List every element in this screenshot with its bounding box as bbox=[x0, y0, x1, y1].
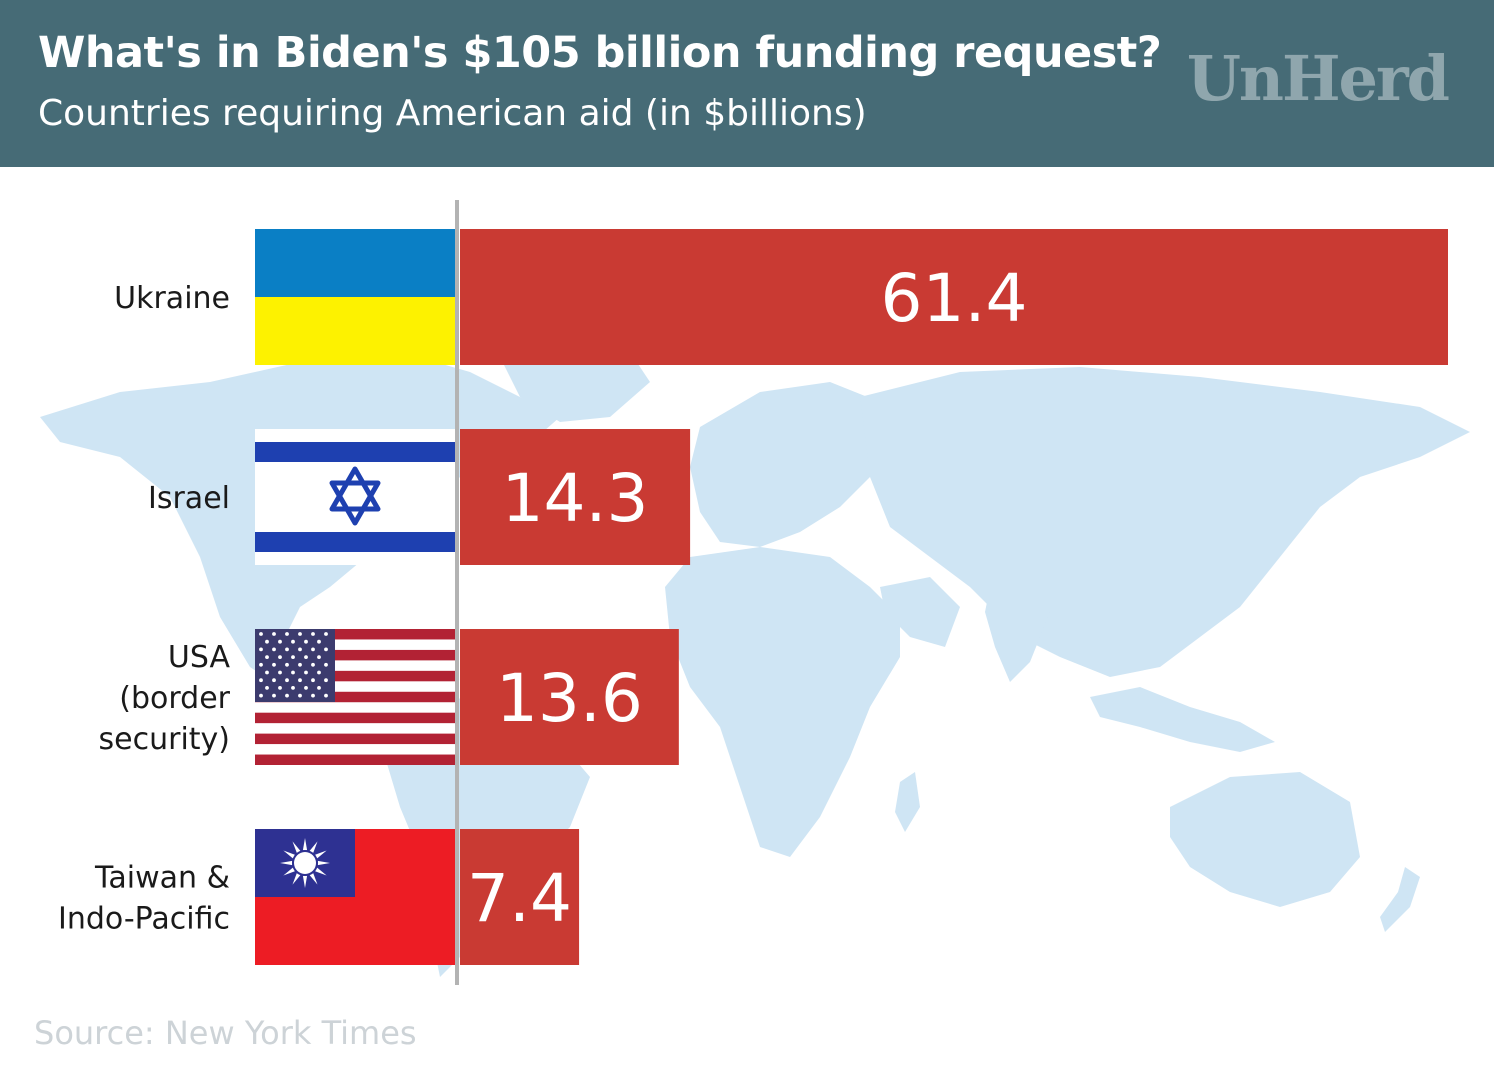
category-label-line: security) bbox=[99, 722, 230, 757]
bar-chart: Ukraine Israel USA (border security) Taiwan &… bbox=[40, 200, 1470, 985]
usa-flag-icon bbox=[255, 629, 455, 765]
bar-israel bbox=[460, 429, 691, 565]
flags-group bbox=[255, 229, 455, 965]
bar-taiwan-indo-pacific bbox=[460, 829, 580, 965]
category-label-line: Taiwan & bbox=[94, 861, 230, 896]
category-label-line: Indo-Pacific bbox=[58, 902, 230, 937]
chart-subtitle: Countries requiring American aid (in $bi… bbox=[38, 93, 867, 134]
category-label-line: Israel bbox=[148, 481, 230, 516]
value-label-usa-border-security: 13.6 bbox=[496, 660, 643, 737]
category-label-line: (border bbox=[119, 681, 230, 716]
value-labels: 61.4 14.3 13.6 7.4 bbox=[467, 260, 1027, 937]
world-map-background bbox=[40, 342, 1470, 977]
value-label-ukraine: 61.4 bbox=[881, 260, 1028, 337]
chart-title: What's in Biden's $105 billion funding r… bbox=[38, 28, 1162, 78]
bars-group bbox=[460, 229, 1448, 965]
taiwan-flag-icon bbox=[255, 829, 455, 965]
source-note: Source: New York Times bbox=[34, 1014, 417, 1052]
category-label-taiwan-indo-pacific: Taiwan & Indo-Pacific bbox=[58, 861, 230, 937]
value-label-israel: 14.3 bbox=[502, 460, 649, 537]
category-labels: Ukraine Israel USA (border security) Taiwan &… bbox=[58, 281, 231, 937]
value-label-taiwan-indo-pacific: 7.4 bbox=[467, 860, 572, 937]
israel-flag-icon bbox=[255, 429, 455, 565]
category-label-line: USA bbox=[168, 640, 231, 675]
ukraine-flag-icon bbox=[255, 229, 455, 365]
bar-usa-border-security bbox=[460, 629, 679, 765]
bar-ukraine bbox=[460, 229, 1448, 365]
category-label-line: Ukraine bbox=[114, 281, 230, 316]
category-label-usa-border-security: USA (border security) bbox=[99, 640, 231, 757]
brand-logo: UnHerd bbox=[1186, 42, 1450, 115]
category-label-israel: Israel bbox=[148, 481, 230, 516]
category-label-ukraine: Ukraine bbox=[114, 281, 230, 316]
header-banner: What's in Biden's $105 billion funding r… bbox=[0, 0, 1494, 167]
